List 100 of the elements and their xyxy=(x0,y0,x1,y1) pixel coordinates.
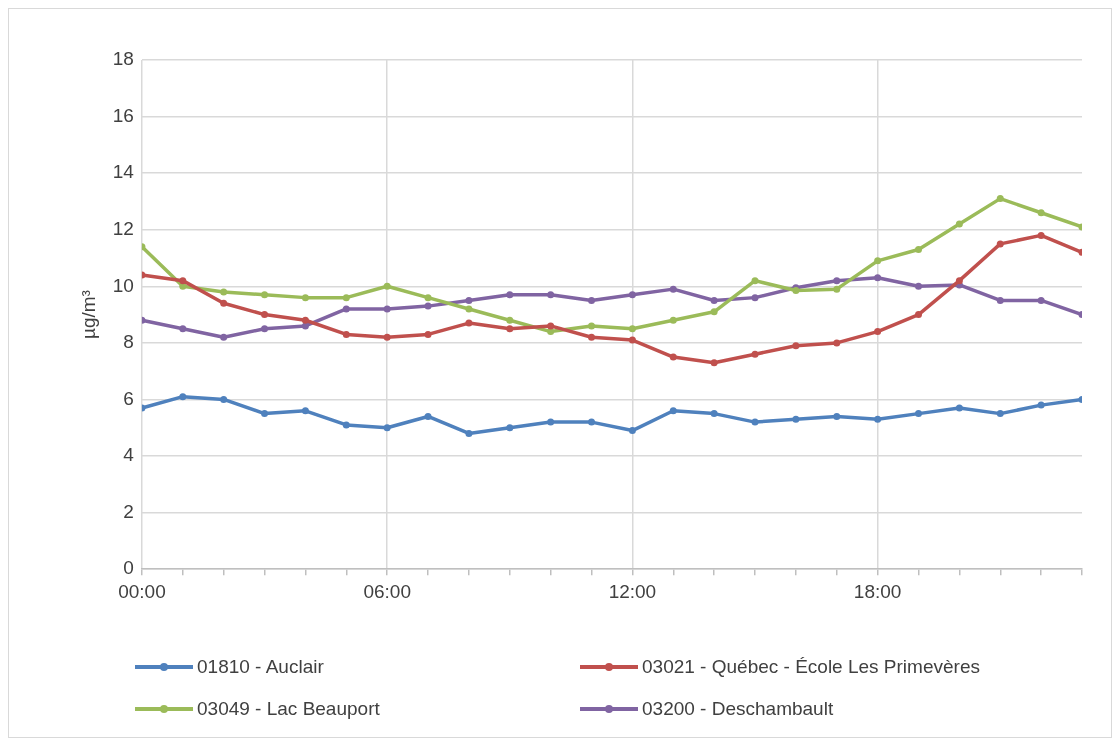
point xyxy=(383,424,391,432)
point xyxy=(996,410,1004,418)
y-tick-label: 8 xyxy=(123,331,134,353)
point xyxy=(424,302,432,310)
point xyxy=(342,330,350,338)
point xyxy=(751,294,759,302)
point xyxy=(833,277,841,285)
point xyxy=(179,277,187,285)
y-tick-label: 0 xyxy=(123,557,134,579)
x-tick-label: 18:00 xyxy=(853,580,902,602)
point xyxy=(792,415,800,423)
y-tick-label: 10 xyxy=(112,274,134,296)
point xyxy=(669,316,677,324)
point xyxy=(628,325,636,333)
point xyxy=(465,319,473,327)
point xyxy=(465,296,473,304)
point xyxy=(179,325,187,333)
point xyxy=(301,316,309,324)
point xyxy=(915,410,923,418)
point xyxy=(424,294,432,302)
point xyxy=(588,296,596,304)
point xyxy=(955,220,963,228)
point xyxy=(628,427,636,435)
point xyxy=(915,246,923,254)
point xyxy=(220,299,228,307)
point xyxy=(547,291,555,299)
x-tick-label: 00:00 xyxy=(118,580,166,602)
y-tick-label: 16 xyxy=(112,104,134,126)
point xyxy=(588,322,596,330)
point xyxy=(669,407,677,415)
point xyxy=(1037,209,1045,217)
point xyxy=(955,404,963,412)
point xyxy=(261,410,269,418)
point xyxy=(506,424,514,432)
point xyxy=(465,305,473,313)
point xyxy=(996,240,1004,248)
point xyxy=(383,333,391,341)
point xyxy=(710,296,718,304)
legend-label: 01810 - Auclair xyxy=(197,656,324,678)
point xyxy=(833,339,841,347)
legend-label: 03049 - Lac Beauport xyxy=(197,698,380,720)
point xyxy=(220,288,228,296)
point xyxy=(1037,296,1045,304)
point xyxy=(342,294,350,302)
point xyxy=(261,325,269,333)
point xyxy=(628,336,636,344)
point xyxy=(710,308,718,316)
y-tick-label: 12 xyxy=(112,217,134,239)
point xyxy=(424,412,432,420)
point xyxy=(915,282,923,290)
point xyxy=(833,285,841,293)
point xyxy=(342,305,350,313)
point xyxy=(383,305,391,313)
y-tick-label: 4 xyxy=(123,444,135,466)
x-tick-label: 06:00 xyxy=(363,580,411,602)
point xyxy=(955,277,963,285)
point xyxy=(220,333,228,341)
point xyxy=(628,291,636,299)
legend-label: 03021 - Québec - École Les Primevères xyxy=(642,656,980,678)
y-tick-label: 18 xyxy=(112,48,134,70)
point xyxy=(874,257,882,265)
y-axis-title: µg/m³ xyxy=(77,290,99,340)
point xyxy=(547,328,555,336)
point xyxy=(996,296,1004,304)
x-tick-label: 12:00 xyxy=(608,580,657,602)
point xyxy=(588,418,596,426)
point xyxy=(751,418,759,426)
point xyxy=(915,311,923,319)
point xyxy=(383,282,391,290)
point xyxy=(710,359,718,367)
point xyxy=(547,418,555,426)
point xyxy=(261,291,269,299)
point xyxy=(506,325,514,333)
point xyxy=(751,350,759,358)
point xyxy=(874,328,882,336)
point xyxy=(1037,401,1045,409)
point xyxy=(874,415,882,423)
point xyxy=(588,333,596,341)
point xyxy=(506,291,514,299)
point xyxy=(874,274,882,282)
point xyxy=(669,353,677,361)
point xyxy=(751,277,759,285)
point xyxy=(261,311,269,319)
point xyxy=(669,285,677,293)
point xyxy=(342,421,350,429)
y-tick-label: 14 xyxy=(112,161,135,183)
legend-label: 03200 - Deschambault xyxy=(642,698,834,720)
point xyxy=(547,322,555,330)
point xyxy=(996,195,1004,203)
point xyxy=(465,429,473,437)
y-tick-label: 6 xyxy=(123,387,134,409)
point xyxy=(301,294,309,302)
point xyxy=(220,395,228,403)
point xyxy=(301,407,309,415)
point xyxy=(506,316,514,324)
point xyxy=(1037,231,1045,239)
point xyxy=(833,412,841,420)
y-tick-label: 2 xyxy=(123,500,134,522)
point xyxy=(179,393,187,401)
point xyxy=(792,342,800,350)
